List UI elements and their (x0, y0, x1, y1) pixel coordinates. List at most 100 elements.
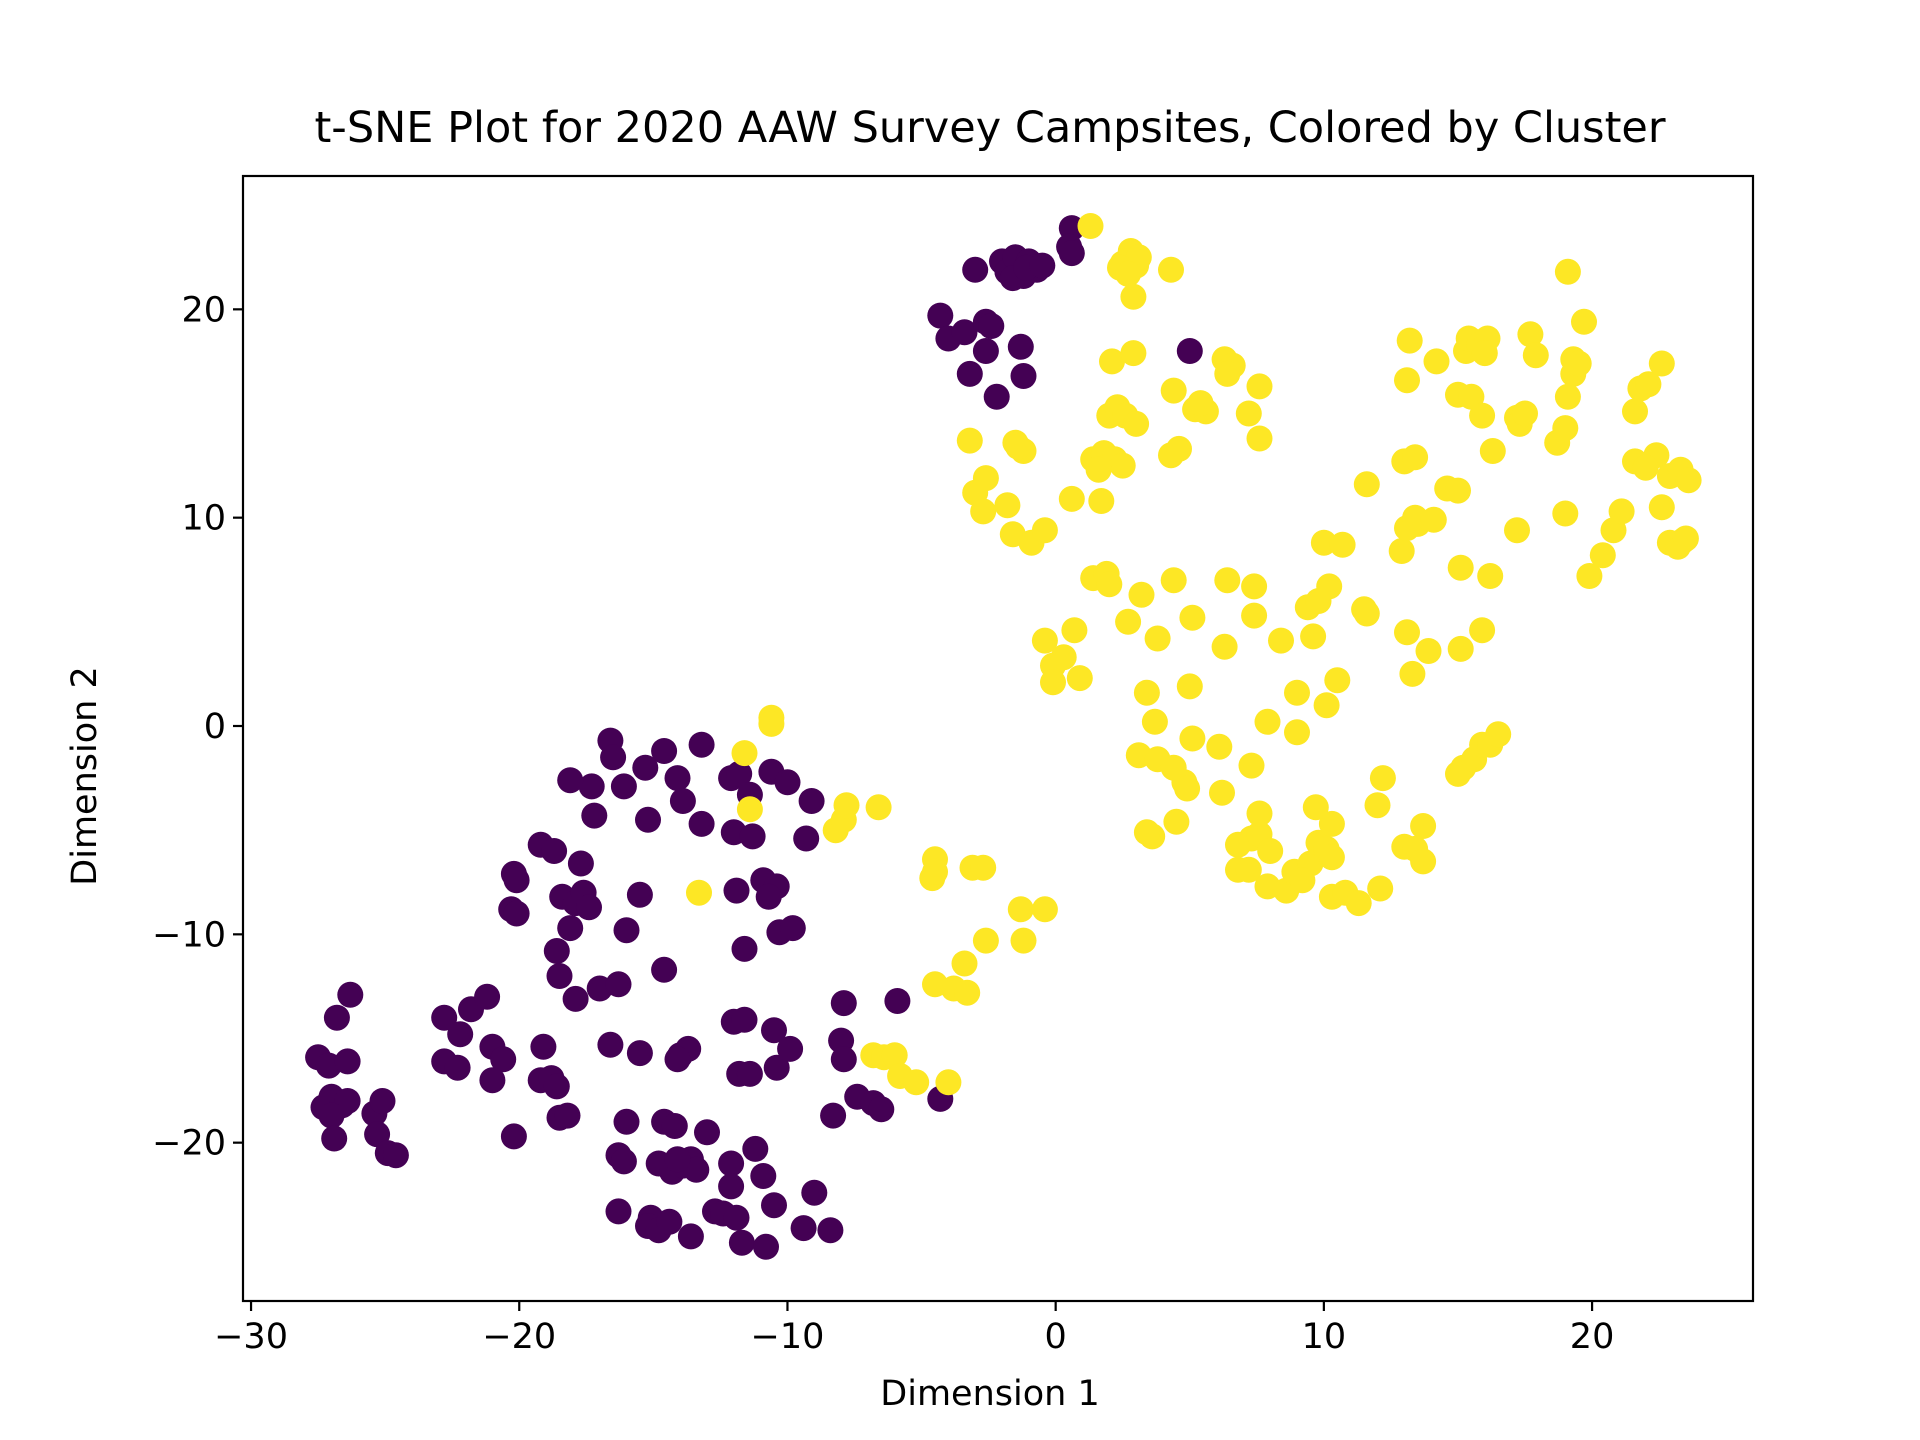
scatter-point (503, 867, 530, 894)
scatter-point (1211, 633, 1238, 660)
scatter-point (956, 427, 983, 454)
scatter-point (994, 492, 1021, 519)
scatter-point (581, 802, 608, 829)
scatter-point (1007, 333, 1034, 360)
scatter-point (736, 796, 763, 823)
scatter-point (597, 1031, 624, 1058)
scatter-point (798, 788, 825, 814)
scatter-point (1447, 554, 1474, 581)
scatter-point (1235, 400, 1262, 427)
scatter-point (1316, 573, 1343, 600)
scatter-point (1554, 383, 1581, 410)
scatter-point (790, 1215, 817, 1242)
scatter-point (718, 1150, 745, 1177)
scatter-point (1031, 517, 1058, 544)
scatter-point (1313, 692, 1340, 719)
scatter-point (1029, 252, 1056, 279)
scatter-point (1120, 283, 1147, 310)
scatter-point (922, 858, 948, 885)
scatter-point (1300, 623, 1327, 650)
scatter-point (1077, 213, 1104, 239)
y-axis: −20 −10 0 10 20 (152, 290, 243, 1164)
scatter-point (1115, 260, 1142, 287)
scatter-point (1209, 779, 1235, 806)
scatter-point (774, 769, 801, 796)
scatter-point (543, 938, 570, 964)
scatter-point (1187, 390, 1214, 417)
chart-title: t-SNE Plot for 2020 AAW Survey Campsites… (314, 103, 1665, 153)
scatter-point (664, 765, 691, 792)
scatter-point (927, 302, 954, 329)
scatter-point (761, 1017, 787, 1044)
scatter-point (1031, 627, 1058, 654)
scatter-point (1351, 596, 1378, 623)
scatter-point (1479, 438, 1506, 464)
scatter-point (576, 894, 602, 921)
scatter-point (447, 1021, 474, 1048)
scatter-point (557, 767, 584, 794)
scatter-point (801, 1179, 828, 1206)
scatter-point (664, 1146, 691, 1173)
scatter-point (613, 917, 640, 944)
scatter-point (820, 1102, 847, 1129)
scatter-point (1179, 725, 1206, 752)
scatter-point (1246, 425, 1273, 452)
scatter-point (723, 1204, 750, 1231)
scatter-point (1160, 567, 1187, 594)
scatter-point (1176, 338, 1203, 364)
scatter-point (1318, 810, 1345, 837)
x-tick-label: 0 (1045, 1317, 1067, 1357)
scatter-point (1369, 765, 1396, 792)
scatter-point (600, 744, 627, 771)
y-axis-label: Dimension 2 (65, 666, 105, 885)
scatter-point (557, 915, 584, 942)
scatter-point (951, 319, 978, 346)
scatter-point (1635, 371, 1662, 398)
scatter-point (1388, 538, 1415, 564)
scatter-point (1158, 256, 1184, 283)
scatter-point (723, 877, 750, 904)
scatter-point (1254, 708, 1281, 735)
scatter-point (763, 1054, 790, 1081)
scatter-point (656, 1208, 683, 1235)
scatter-point (613, 1108, 640, 1135)
scatter-point (677, 1223, 704, 1250)
scatter-point (1353, 471, 1380, 498)
y-tick-label: 20 (181, 290, 226, 330)
scatter-point (1257, 838, 1284, 864)
scatter-point (1133, 679, 1160, 706)
scatter-point (1622, 398, 1648, 425)
scatter-point (1096, 571, 1123, 598)
scatter-point (1396, 327, 1423, 354)
scatter-point (1123, 410, 1150, 437)
scatter-point (1163, 808, 1190, 835)
scatter-point (731, 935, 758, 962)
scatter-point (1672, 525, 1699, 552)
scatter-point (951, 950, 978, 977)
scatter-point (954, 979, 981, 1006)
x-tick-label: −10 (751, 1317, 825, 1357)
scatter-point (1399, 660, 1426, 687)
scatter-point (334, 1048, 361, 1075)
scatter-point (1565, 350, 1592, 377)
scatter-point (1115, 608, 1142, 635)
scatter-point (1268, 627, 1294, 654)
scatter-point (318, 1102, 345, 1129)
scatter-point (1423, 348, 1450, 375)
scatter-point (884, 988, 911, 1014)
scatter-point (337, 981, 364, 1008)
scatter-point (1061, 617, 1088, 644)
scatter-point (1235, 856, 1262, 883)
scatter-point (1469, 617, 1496, 644)
scatter-point (669, 788, 696, 814)
scatter-point (490, 1046, 517, 1073)
scatter-point (1571, 308, 1597, 335)
scatter-point (1010, 927, 1037, 954)
scatter-point (1504, 517, 1530, 544)
scatter-point (546, 963, 573, 989)
scatter-point (1238, 752, 1265, 779)
scatter-point (736, 1060, 763, 1087)
scatter-point (1410, 813, 1437, 839)
scatter-point (632, 754, 659, 781)
scatter-point (1120, 340, 1147, 367)
